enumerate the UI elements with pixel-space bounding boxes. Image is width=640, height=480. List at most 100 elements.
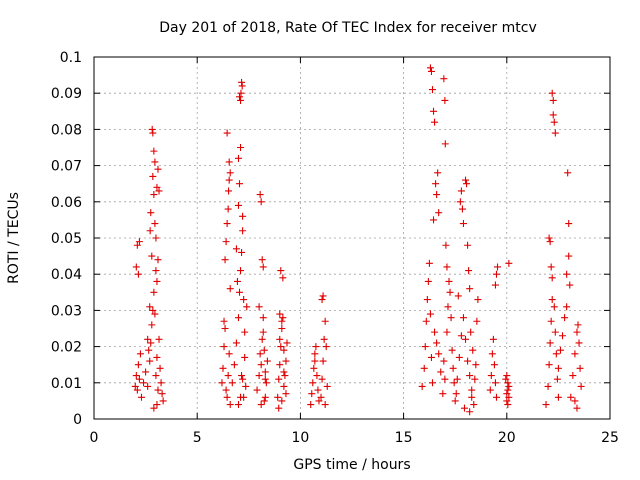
y-tick-label: 0.06 — [51, 195, 82, 211]
data-point — [503, 390, 511, 398]
data-point — [259, 328, 267, 336]
data-point — [152, 267, 160, 275]
data-point — [260, 397, 268, 405]
data-point — [448, 346, 456, 354]
x-tick-label: 20 — [498, 430, 516, 446]
data-point — [549, 96, 557, 104]
data-point — [255, 372, 263, 380]
data-point — [158, 390, 166, 398]
axis-ticks — [93, 56, 611, 420]
data-point — [439, 390, 447, 398]
data-point — [278, 397, 286, 405]
data-point — [239, 212, 247, 220]
data-point — [259, 314, 267, 322]
data-point — [281, 372, 289, 380]
data-point — [220, 343, 228, 351]
data-point — [153, 353, 161, 361]
data-point — [148, 321, 156, 329]
data-point — [318, 296, 326, 304]
data-point — [453, 375, 461, 383]
data-point — [147, 209, 155, 217]
data-point — [131, 382, 139, 390]
data-point — [224, 372, 232, 380]
data-point — [574, 321, 582, 329]
data-point — [148, 125, 156, 133]
data-point — [442, 241, 450, 249]
data-point — [226, 169, 234, 177]
data-point — [577, 382, 585, 390]
data-point — [144, 335, 152, 343]
data-point — [239, 375, 247, 383]
data-point — [423, 296, 431, 304]
data-point — [459, 314, 467, 322]
data-point — [445, 277, 453, 285]
y-tick-label: 0.07 — [51, 159, 82, 175]
data-point — [241, 353, 249, 361]
data-point — [471, 375, 479, 383]
data-point — [454, 292, 462, 300]
data-point — [132, 372, 140, 380]
data-point — [156, 364, 164, 372]
data-point — [547, 317, 555, 325]
data-point — [153, 183, 161, 191]
data-point — [462, 335, 470, 343]
data-point — [318, 375, 326, 383]
data-point — [150, 191, 158, 199]
data-point — [426, 64, 434, 72]
data-point — [441, 375, 449, 383]
data-point — [504, 401, 512, 409]
data-point — [449, 364, 457, 372]
data-point — [150, 288, 158, 296]
data-point — [134, 270, 142, 278]
data-point — [132, 263, 140, 271]
data-point — [443, 328, 451, 336]
data-point — [431, 118, 439, 126]
data-point — [308, 390, 316, 398]
data-point — [549, 111, 557, 119]
data-point — [238, 78, 246, 86]
data-point — [430, 216, 438, 224]
data-point — [542, 401, 550, 409]
data-point — [550, 303, 558, 311]
data-point — [133, 386, 141, 394]
data-point — [504, 386, 512, 394]
data-point — [310, 364, 318, 372]
data-point — [277, 267, 285, 275]
data-point — [261, 368, 269, 376]
data-point — [466, 285, 474, 293]
data-point — [279, 314, 287, 322]
data-point — [563, 303, 571, 311]
data-point — [145, 346, 153, 354]
data-point — [218, 379, 226, 387]
x-tick-label: 25 — [601, 430, 619, 446]
data-point — [226, 285, 234, 293]
data-point — [457, 332, 465, 340]
data-point — [155, 335, 163, 343]
data-point — [468, 386, 476, 394]
data-point — [491, 281, 499, 289]
data-point — [546, 238, 554, 246]
data-point — [427, 67, 435, 75]
data-point — [469, 346, 477, 354]
data-point — [259, 263, 267, 271]
data-point — [474, 296, 482, 304]
data-point — [280, 346, 288, 354]
data-point — [505, 382, 513, 390]
data-point — [276, 335, 284, 343]
data-point — [473, 317, 481, 325]
data-point — [551, 328, 559, 336]
data-point — [309, 379, 317, 387]
data-point — [263, 357, 271, 365]
data-point — [434, 169, 442, 177]
data-point — [441, 96, 449, 104]
data-point — [422, 317, 430, 325]
data-point — [278, 325, 286, 332]
data-point — [464, 241, 472, 249]
data-point — [152, 372, 160, 380]
data-point — [465, 267, 473, 275]
data-point — [548, 89, 556, 97]
data-point — [261, 393, 269, 401]
data-point — [554, 393, 562, 401]
grid-lines — [94, 57, 610, 419]
data-point — [467, 328, 475, 336]
